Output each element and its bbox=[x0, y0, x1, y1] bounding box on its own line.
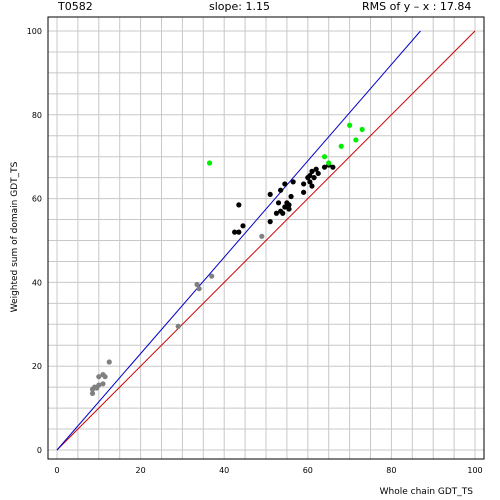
data-point bbox=[286, 202, 292, 208]
rms-label: RMS of y – x : 17.84 bbox=[362, 0, 472, 13]
data-point bbox=[106, 359, 112, 365]
data-point bbox=[275, 200, 282, 206]
data-point bbox=[96, 374, 102, 380]
data-point bbox=[240, 223, 246, 229]
data-point bbox=[89, 390, 96, 397]
grid bbox=[48, 17, 484, 459]
data-point bbox=[259, 233, 265, 239]
data-point bbox=[232, 229, 238, 235]
data-point bbox=[301, 189, 307, 195]
data-points bbox=[89, 122, 365, 397]
x-tick-label: 0 bbox=[54, 466, 59, 475]
data-point bbox=[321, 154, 328, 160]
slope-label: slope: 1.15 bbox=[209, 0, 270, 13]
data-point bbox=[307, 172, 313, 179]
data-point bbox=[282, 204, 288, 210]
data-point bbox=[96, 382, 102, 388]
data-point bbox=[353, 137, 359, 143]
y-tick-label: 40 bbox=[32, 278, 42, 287]
data-point bbox=[338, 143, 344, 149]
y-tick-label: 100 bbox=[27, 27, 42, 36]
data-point bbox=[347, 122, 353, 128]
x-axis-label: Whole chain GDT_TS bbox=[380, 487, 474, 497]
data-point bbox=[209, 273, 215, 279]
tick-labels: 0 20 40 60 80 100 0 20 40 60 80 100 bbox=[27, 27, 483, 475]
data-point bbox=[290, 179, 296, 185]
data-point bbox=[330, 164, 336, 170]
data-point bbox=[301, 181, 307, 187]
data-point bbox=[206, 160, 213, 166]
y-tick-label: 80 bbox=[32, 111, 42, 120]
data-point bbox=[196, 286, 202, 292]
data-point bbox=[326, 160, 332, 166]
data-point bbox=[236, 202, 242, 208]
data-point bbox=[278, 187, 284, 193]
data-point bbox=[236, 229, 242, 235]
x-tick-label: 100 bbox=[467, 466, 482, 475]
target-id-label: T0582 bbox=[58, 0, 93, 13]
data-point bbox=[194, 281, 200, 288]
y-tick-label: 20 bbox=[32, 362, 42, 371]
data-point bbox=[288, 193, 294, 200]
data-point bbox=[282, 181, 288, 187]
data-point bbox=[280, 210, 286, 216]
x-tick-label: 80 bbox=[386, 466, 396, 475]
x-tick-label: 20 bbox=[136, 466, 146, 475]
data-point bbox=[267, 219, 273, 225]
data-point bbox=[100, 381, 106, 387]
data-point bbox=[286, 206, 292, 212]
data-point bbox=[307, 179, 313, 185]
y-axis-label: Weighted sum of domain GDT_TS bbox=[10, 161, 20, 312]
reference-lines bbox=[56, 30, 476, 451]
data-point bbox=[309, 168, 315, 174]
y-tick-label: 60 bbox=[32, 195, 42, 204]
data-point bbox=[273, 210, 280, 216]
y-tick-label: 0 bbox=[37, 446, 42, 455]
data-point bbox=[321, 164, 328, 170]
data-point bbox=[102, 374, 108, 380]
data-point bbox=[267, 191, 273, 198]
identity-line bbox=[56, 30, 476, 451]
x-tick-label: 40 bbox=[219, 466, 229, 475]
x-tick-label: 60 bbox=[303, 466, 313, 475]
data-point bbox=[175, 323, 181, 329]
data-point bbox=[359, 126, 365, 133]
data-point bbox=[315, 170, 321, 177]
data-point bbox=[313, 166, 319, 172]
data-point bbox=[311, 175, 317, 181]
fit-line bbox=[56, 30, 421, 451]
data-point bbox=[309, 183, 315, 189]
plot-frame bbox=[47, 16, 485, 460]
